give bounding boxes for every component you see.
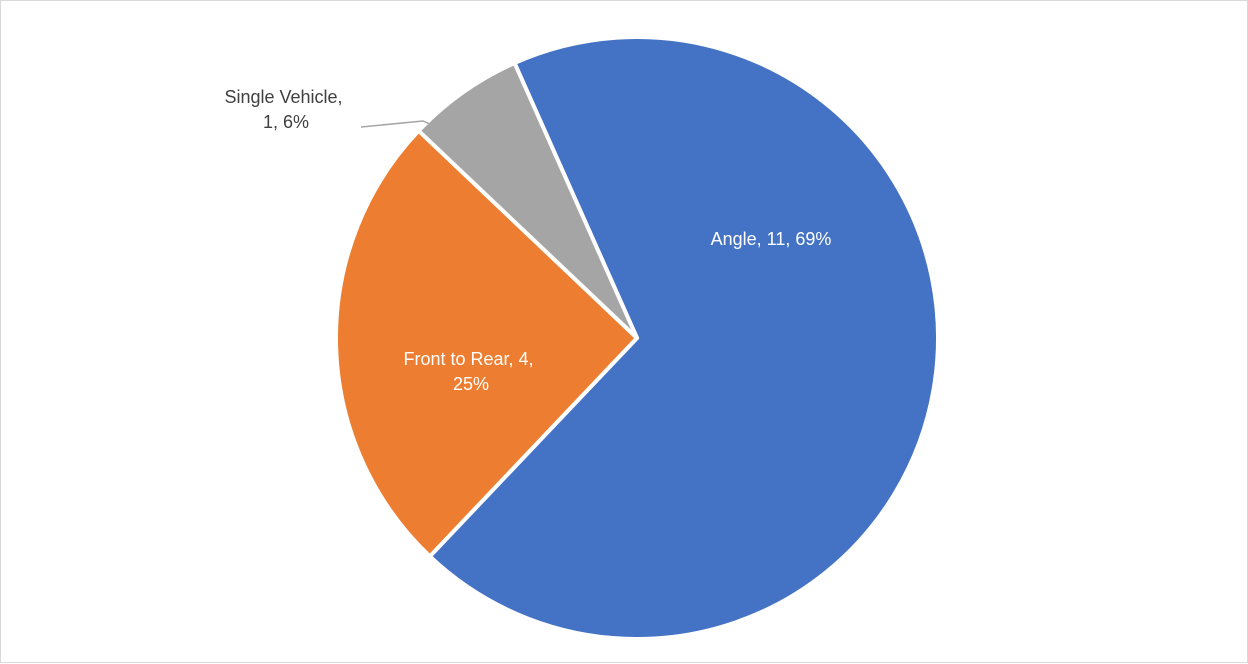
data-labels: Angle, 11, 69% Front to Rear, 4, 25% Sin… xyxy=(224,87,831,394)
pie-slices xyxy=(334,35,940,641)
data-label-front-to-rear: Front to Rear, 4, 25% xyxy=(403,349,538,394)
leader-line-single-vehicle xyxy=(360,120,433,128)
pie-slice-single-vehicle xyxy=(416,61,639,340)
data-label-angle: Angle, 11, 69% xyxy=(711,229,832,249)
pie-slice-front-to-rear xyxy=(334,128,639,559)
data-label-single-vehicle: Single Vehicle, 1, 6% xyxy=(224,87,347,132)
pie-slice-angle xyxy=(427,35,940,641)
